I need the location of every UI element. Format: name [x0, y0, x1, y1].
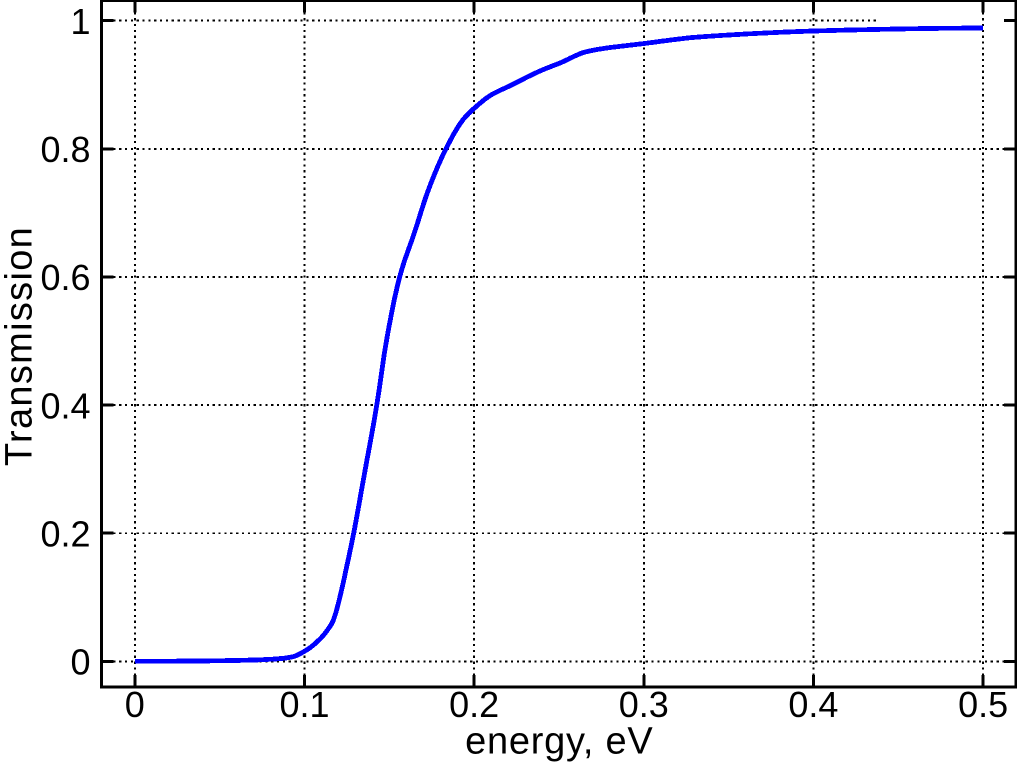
- svg-text:0.3: 0.3: [619, 684, 669, 725]
- svg-text:0.5: 0.5: [958, 684, 1008, 725]
- svg-text:0: 0: [70, 642, 90, 683]
- svg-text:energy, eV: energy, eV: [465, 721, 653, 763]
- svg-text:Transmission: Transmission: [0, 226, 41, 466]
- svg-text:0.1: 0.1: [279, 684, 329, 725]
- svg-text:0.8: 0.8: [40, 129, 90, 170]
- svg-text:0.6: 0.6: [40, 257, 90, 298]
- svg-text:0.2: 0.2: [40, 513, 90, 554]
- svg-text:0.2: 0.2: [449, 684, 499, 725]
- svg-text:0.4: 0.4: [788, 684, 838, 725]
- svg-text:0.4: 0.4: [40, 385, 90, 426]
- svg-text:0: 0: [125, 684, 145, 725]
- svg-text:1: 1: [70, 1, 90, 42]
